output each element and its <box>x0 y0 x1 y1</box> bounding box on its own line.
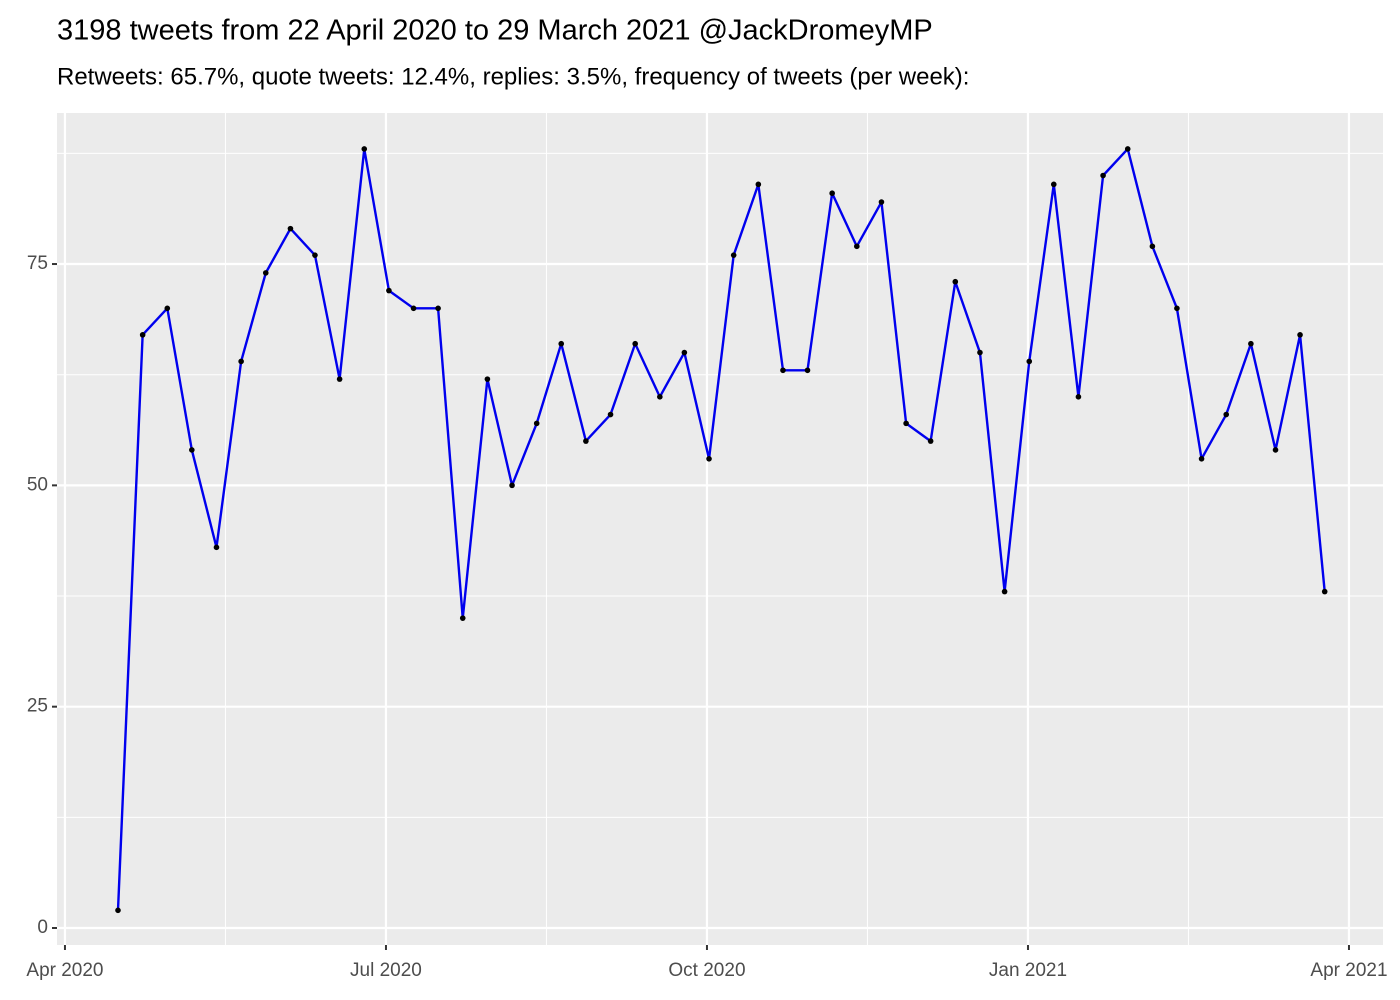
x-tick-label: Apr 2021 <box>1310 960 1387 981</box>
data-point <box>410 305 417 312</box>
data-point <box>854 243 860 250</box>
data-point <box>139 332 146 338</box>
data-point <box>1272 447 1279 453</box>
data-point <box>927 438 934 444</box>
data-point <box>238 358 244 365</box>
data-point <box>115 907 121 914</box>
data-point <box>681 349 688 356</box>
data-point <box>804 367 811 374</box>
x-tick-label: Apr 2020 <box>26 960 103 981</box>
data-point <box>780 367 786 374</box>
data-point <box>1174 305 1180 312</box>
data-point <box>952 278 959 285</box>
data-point <box>903 420 909 427</box>
data-point <box>1100 172 1106 179</box>
data-point <box>657 394 663 400</box>
data-point <box>1075 394 1082 400</box>
x-tick-label: Jul 2020 <box>350 960 422 981</box>
data-point <box>509 482 515 489</box>
data-point <box>213 544 220 551</box>
data-point <box>361 146 368 152</box>
data-point <box>583 438 589 444</box>
y-tick-label: 75 <box>27 253 48 274</box>
data-point <box>632 340 638 347</box>
data-point <box>164 305 171 312</box>
data-point <box>730 252 737 258</box>
data-point <box>459 615 466 621</box>
data-point <box>533 420 540 427</box>
x-tick-label: Oct 2020 <box>668 960 745 981</box>
data-point <box>386 287 392 294</box>
data-point <box>1026 358 1033 365</box>
data-point <box>558 340 565 347</box>
data-point <box>1297 332 1303 338</box>
data-point <box>1124 146 1131 152</box>
x-tick-label: Jan 2021 <box>989 960 1067 981</box>
panel <box>57 113 1383 945</box>
data-point <box>435 305 441 312</box>
data-point <box>1198 455 1205 462</box>
data-point <box>755 181 762 188</box>
y-tick-label: 50 <box>27 474 48 495</box>
data-point <box>262 270 269 276</box>
y-tick-label: 0 <box>37 917 48 938</box>
data-point <box>977 349 983 356</box>
data-point <box>1001 588 1008 595</box>
series-line <box>116 147 1326 911</box>
data-point <box>1321 588 1328 595</box>
data-point <box>336 376 343 382</box>
data-point <box>312 252 318 258</box>
chart-title: 3198 tweets from 22 April 2020 to 29 Mar… <box>57 15 933 47</box>
data-point <box>287 225 294 232</box>
y-tick-label: 25 <box>27 696 48 717</box>
data-point <box>484 376 491 382</box>
chart-subtitle: Retweets: 65.7%, quote tweets: 12.4%, re… <box>57 63 969 90</box>
data-point <box>1050 181 1057 188</box>
data-point <box>1149 243 1156 250</box>
data-point <box>607 411 614 418</box>
data-point <box>1223 411 1230 418</box>
data-point <box>878 199 885 205</box>
data-point <box>1248 340 1254 347</box>
data-point <box>189 447 195 453</box>
data-point <box>829 190 835 197</box>
data-point <box>706 455 712 462</box>
